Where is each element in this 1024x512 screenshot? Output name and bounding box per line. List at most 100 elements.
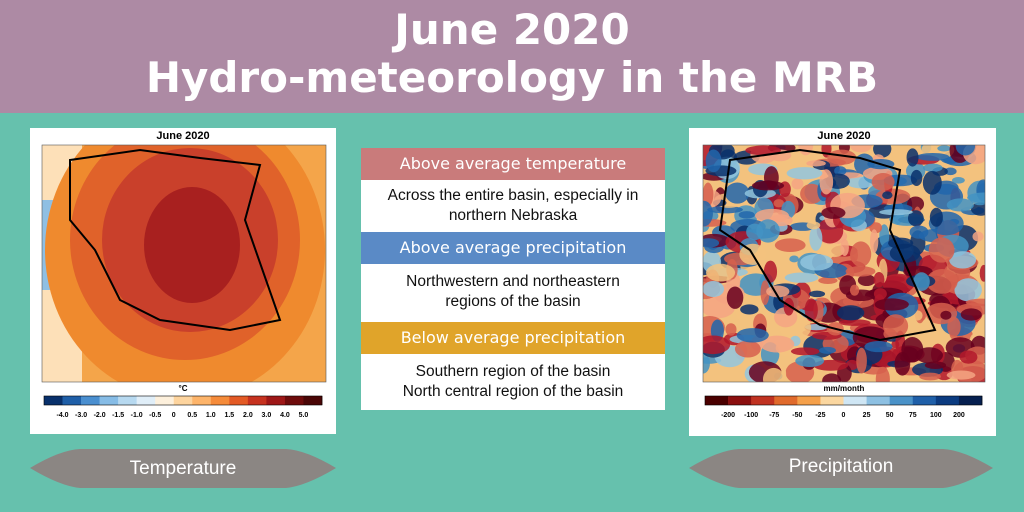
map-blob xyxy=(806,160,826,167)
map-blob xyxy=(736,328,769,343)
map-blob xyxy=(818,277,838,284)
map-blob xyxy=(919,372,941,381)
map-blob xyxy=(955,145,976,156)
map-blob xyxy=(857,274,876,287)
map-blob xyxy=(910,169,923,187)
colorbar-segment xyxy=(958,396,983,405)
map-blob xyxy=(763,260,778,283)
colorbar-segment xyxy=(155,396,175,405)
map-blob xyxy=(909,225,929,239)
colorbars: -4.0 -3.0 -2.0 -1.5 -1.0 -0.5 0 0.5 1.0 1.5 2.0 3.0… xyxy=(43,395,983,419)
map-blob xyxy=(837,305,865,321)
colorbar-label: 3.0 xyxy=(262,412,272,419)
caption: Precipitation xyxy=(789,456,894,477)
map-blob xyxy=(800,183,824,204)
map-blob xyxy=(703,238,720,248)
map-blob xyxy=(875,366,890,382)
colorbar-label: 0 xyxy=(842,412,846,419)
colorbar-segment xyxy=(266,396,286,405)
map-blob xyxy=(703,182,714,207)
colorbar-segment xyxy=(751,396,775,405)
colorbar-label: 25 xyxy=(863,412,871,419)
colorbar-segment xyxy=(62,396,82,405)
colorbar-label: -1.5 xyxy=(112,412,124,419)
map-blob xyxy=(703,335,731,355)
summary-text: Across the entire basin, especially in no… xyxy=(361,180,665,232)
colorbar-segment xyxy=(889,396,914,405)
map-blob xyxy=(928,237,955,263)
colorbar-label: -2.0 xyxy=(94,412,106,419)
map-blob xyxy=(937,145,951,152)
colorbar-segment xyxy=(705,396,729,405)
map-blob xyxy=(922,163,943,172)
summary-text: Northwestern and northeastern regions of … xyxy=(361,264,665,322)
colorbar-segment xyxy=(192,396,212,405)
map-blob xyxy=(845,266,876,277)
map-title: June 2020 xyxy=(817,130,870,142)
map-blob xyxy=(864,341,893,353)
map-blob xyxy=(965,298,985,307)
map-blob xyxy=(879,209,913,216)
map-blob xyxy=(856,347,867,374)
map-blob xyxy=(755,208,790,223)
map-blob xyxy=(819,346,836,354)
map-blob xyxy=(725,323,737,336)
map-blob xyxy=(707,205,743,214)
summary: Above average temperature Across the enti… xyxy=(361,148,665,410)
colorbar-label: 100 xyxy=(930,412,942,419)
map-blob xyxy=(759,335,795,353)
map-blob xyxy=(850,241,872,267)
caption: Temperature xyxy=(130,458,237,479)
map-blob xyxy=(809,290,826,298)
map-blob xyxy=(850,145,872,153)
map-blob xyxy=(783,297,795,316)
colorbar-frame xyxy=(704,395,983,406)
map-blob xyxy=(790,347,820,356)
map-blob xyxy=(840,238,849,257)
map-blob xyxy=(738,211,755,219)
colorbar-label: -25 xyxy=(815,412,825,419)
map-blob xyxy=(756,219,780,243)
colorbar-label: 2.0 xyxy=(243,412,253,419)
map-blob xyxy=(773,199,785,208)
colorbar-label: 200 xyxy=(953,412,965,419)
title-line: June 2020 xyxy=(394,5,630,54)
map-blob xyxy=(944,167,957,176)
map-blob xyxy=(806,221,821,230)
colorbar-segment xyxy=(44,396,63,405)
colorbar-segment xyxy=(843,396,867,405)
map-blob xyxy=(970,202,985,216)
text-line: northern Nebraska xyxy=(448,207,578,224)
colorbar-segment xyxy=(81,396,100,405)
map-blob xyxy=(873,271,885,288)
map-blob xyxy=(926,269,958,294)
colorbar-label: -200 xyxy=(721,412,735,419)
colorbar-label: -0.5 xyxy=(149,412,161,419)
text-line: Southern region of the basin xyxy=(415,363,611,380)
colorbar-segment xyxy=(173,396,193,405)
text-line: Northwestern and northeastern xyxy=(406,273,620,290)
map-blob xyxy=(894,352,911,376)
temperature-map xyxy=(42,145,326,382)
colorbar-label: -4.0 xyxy=(57,412,69,419)
colorbar-segment xyxy=(774,396,798,405)
map-blob xyxy=(762,367,785,382)
map-blob xyxy=(907,210,924,227)
map-blob xyxy=(888,237,914,249)
colorbar-label: 75 xyxy=(909,412,917,419)
map-blob xyxy=(703,280,725,298)
map-blob xyxy=(774,238,806,253)
summary-text: Southern region of the basin North centra… xyxy=(361,354,665,410)
map-blob xyxy=(824,243,845,258)
map-blob xyxy=(809,226,823,251)
map-blob xyxy=(972,231,984,242)
colorbar-label: -75 xyxy=(769,412,779,419)
colorbar-segment xyxy=(247,396,267,405)
colorbar-label: 1.5 xyxy=(224,412,234,419)
colorbar-label: 50 xyxy=(886,412,894,419)
colorbar-segment xyxy=(728,396,752,405)
map-blob xyxy=(922,170,942,195)
map-blob xyxy=(706,263,736,282)
